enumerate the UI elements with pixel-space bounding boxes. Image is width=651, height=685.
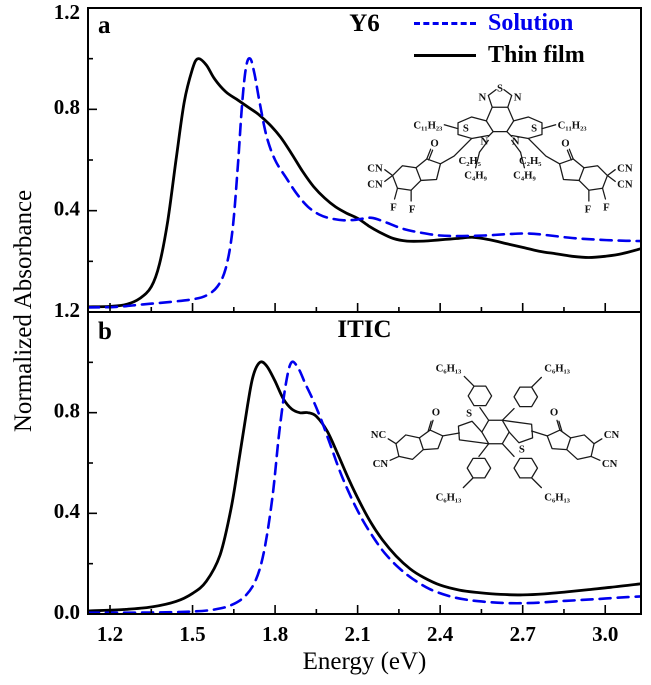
x-tick-label: 1.2 [97, 622, 123, 646]
curve-y6-thin-film [88, 57, 641, 309]
x-tick-label: 1.8 [262, 622, 288, 646]
y6-atom-labels: S N N C₁₁H₂₃ C₁₁H₂₃ S S N N C₂H₅ C₄H₉ C₂… [367, 83, 633, 216]
atom-label: F [585, 204, 592, 216]
legend-label-thin-film: Thin film [488, 42, 585, 69]
ticks-panel-a [88, 7, 607, 313]
atom-label: S [519, 444, 525, 456]
y6-skeleton [384, 88, 616, 202]
legend-label-solution: Solution [488, 10, 574, 36]
sidechain-label: C₆H₁₃ [544, 363, 570, 375]
legend-line-thin-film [414, 54, 476, 58]
cyano-label: CN [367, 163, 383, 175]
y-tick-label: 0.8 [54, 95, 80, 119]
itic-skeleton [387, 375, 603, 489]
cyano-label: CN [367, 178, 383, 190]
x-axis-title: Energy (eV) [302, 648, 427, 675]
x-tick-label: 2.4 [427, 622, 454, 646]
panel-b-title: ITIC [337, 316, 392, 343]
sidechain-label: C₆H₁₃ [436, 491, 462, 503]
curve-itic-solution [88, 360, 641, 614]
x-tick-label: 3.0 [592, 622, 618, 646]
atom-label: N [480, 135, 488, 147]
legend-item-solution: Solution [414, 10, 585, 36]
x-tick-label: 2.1 [344, 622, 370, 646]
atom-label: F [409, 204, 416, 216]
sidechain-label: C₁₁H₂₃ [558, 120, 587, 132]
atom-label: O [550, 406, 558, 418]
y-tick-label: 0.4 [54, 196, 81, 220]
atom-label: N [512, 135, 520, 147]
curve-y6-solution [88, 56, 641, 309]
cyano-label: CN [604, 429, 620, 441]
sidechain-label: C₄H₉ [464, 169, 487, 181]
sidechain-label: C₄H₉ [513, 169, 536, 181]
itic-atom-labels: C₆H₁₃ C₆H₁₃ C₆H₁₃ C₆H₁₃ S S NC CN CN CN … [371, 363, 620, 504]
cyano-label: CN [617, 163, 633, 175]
atom-label: O [430, 137, 438, 149]
sidechain-label: C₆H₁₃ [544, 491, 570, 503]
y-axis-title: Normalized Absorbance [10, 189, 37, 433]
sidechain-label: C₂H₅ [519, 155, 542, 167]
curves-panel-a [88, 56, 641, 309]
sidechain-label: C₆H₁₃ [436, 363, 462, 375]
cyano-label: NC [371, 429, 386, 441]
panel-b-tag: b [98, 318, 112, 345]
x-tick-label: 2.7 [510, 622, 536, 646]
sidechain-label: C₁₁H₂₃ [413, 120, 442, 132]
atom-label: S [497, 83, 503, 95]
y6-structure-inset: S N N C₁₁H₂₃ C₁₁H₂₃ S S N N C₂H₅ C₄H₉ C₂… [367, 83, 633, 216]
ticks-panel-b [88, 311, 607, 615]
atom-label: O [432, 406, 440, 418]
atom-label: N [479, 91, 487, 103]
x-tick-label: 1.5 [179, 622, 205, 646]
cyano-label: CN [373, 458, 389, 470]
y-tick-label: 0.8 [54, 398, 80, 422]
y-tick-label: 0.0 [54, 600, 80, 624]
atom-label: S [463, 123, 469, 135]
atom-label: N [514, 91, 522, 103]
itic-structure-inset: C₆H₁₃ C₆H₁₃ C₆H₁₃ C₆H₁₃ S S NC CN CN CN … [371, 363, 620, 504]
atom-label: F [603, 202, 610, 214]
atom-label: F [390, 202, 397, 214]
cyano-label: CN [617, 178, 633, 190]
atom-label: S [466, 407, 472, 419]
legend-line-solution [414, 21, 476, 25]
y-tick-label: 1.2 [54, 0, 80, 24]
y-tick-label: 0.4 [54, 499, 81, 523]
legend-item-thin-film: Thin film [414, 42, 585, 68]
sidechain-label: C₂H₅ [458, 155, 481, 167]
atom-label: O [561, 137, 569, 149]
legend: Solution Thin film [414, 10, 585, 69]
panel-a-tag: a [98, 12, 111, 39]
panel-a-title: Y6 [349, 10, 380, 37]
cyano-label: CN [602, 458, 618, 470]
y-tick-label: 1.2 [54, 298, 80, 322]
atom-label: S [531, 123, 537, 135]
curves-panel-b [88, 360, 641, 614]
